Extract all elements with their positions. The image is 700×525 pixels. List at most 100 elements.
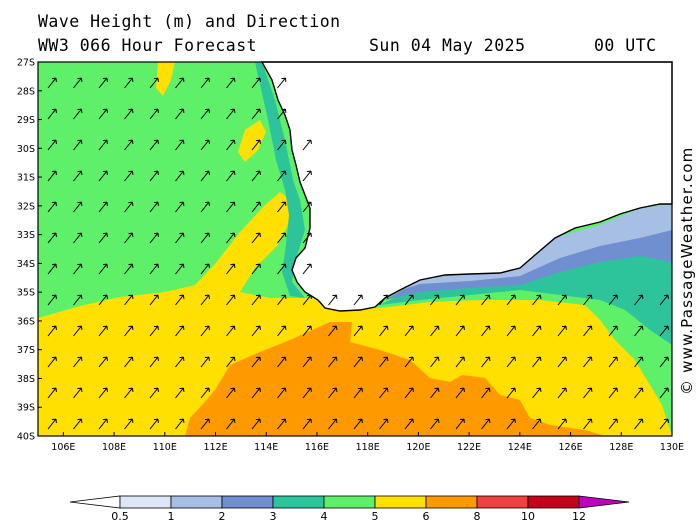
direction-arrow <box>251 387 261 399</box>
direction-arrow <box>226 263 235 275</box>
arrow-head <box>612 418 618 423</box>
arrow-head <box>153 139 159 144</box>
arrow-head <box>51 294 57 299</box>
direction-arrow <box>124 232 133 244</box>
legend-tick-label: 10 <box>521 510 535 523</box>
arrow-head <box>638 325 644 330</box>
arrow-head <box>204 201 210 206</box>
direction-arrow <box>481 387 490 399</box>
arrow-head <box>102 294 108 299</box>
arrow-head <box>383 418 389 423</box>
arrow-head <box>408 418 414 423</box>
arrow-head <box>255 77 261 82</box>
direction-arrow <box>98 263 108 275</box>
direction-arrow <box>149 418 159 430</box>
wave-height-legend: 0.5 1 2 3 4 5 6 8 10 12 <box>69 495 630 523</box>
direction-arrow <box>379 294 388 306</box>
direction-arrow <box>379 418 388 430</box>
arrow-head <box>306 201 312 206</box>
direction-arrow <box>47 77 57 89</box>
arrow-head <box>230 263 236 268</box>
direction-arrow <box>200 170 210 182</box>
legend-swatch <box>578 495 630 509</box>
arrow-head <box>459 325 465 330</box>
arrow-head <box>102 232 108 237</box>
arrow-head <box>51 356 57 361</box>
legend-tick-label: 4 <box>321 510 328 523</box>
arrow-head <box>179 170 185 175</box>
arrow-head <box>204 77 210 82</box>
direction-arrow <box>608 418 618 430</box>
arrow-head <box>638 418 644 423</box>
direction-arrow <box>455 418 465 430</box>
direction-arrow <box>608 356 618 368</box>
direction-arrow <box>175 108 184 120</box>
direction-arrow <box>251 325 261 337</box>
direction-arrow <box>302 325 312 337</box>
direction-arrow <box>251 77 261 89</box>
direction-arrow <box>430 325 439 337</box>
direction-arrow <box>379 325 388 337</box>
direction-arrow <box>277 263 286 275</box>
direction-arrow <box>251 263 261 275</box>
direction-arrow <box>200 325 210 337</box>
direction-arrow <box>659 387 669 399</box>
direction-arrow <box>200 263 210 275</box>
arrow-head <box>561 325 567 330</box>
arrow-head <box>128 418 134 423</box>
direction-arrow <box>481 294 490 306</box>
direction-arrow <box>608 387 618 399</box>
sea-band-1-2 <box>395 204 672 292</box>
arrow-head <box>434 387 440 392</box>
direction-arrow <box>226 232 235 244</box>
direction-arrow <box>98 418 108 430</box>
legend-tick-label: 3 <box>270 510 277 523</box>
arrow-head <box>485 387 491 392</box>
direction-arrow <box>532 294 541 306</box>
direction-arrow <box>47 201 57 213</box>
direction-arrow <box>200 356 210 368</box>
arrow-head <box>51 387 57 392</box>
arrow-head <box>510 418 516 423</box>
legend-swatch <box>323 495 376 509</box>
arrow-head <box>255 294 261 299</box>
sea-band-3-4 <box>255 62 305 298</box>
arrow-head <box>128 170 134 175</box>
arrow-head <box>663 325 669 330</box>
lat-label: 40S <box>17 432 35 443</box>
arrow-head <box>332 294 338 299</box>
direction-arrow <box>557 418 567 430</box>
direction-arrow <box>226 325 235 337</box>
arrow-head <box>179 356 185 361</box>
forecast-time: 00 UTC <box>594 36 657 55</box>
arrow-head <box>561 387 567 392</box>
direction-arrow <box>608 325 618 337</box>
legend-swatch <box>119 495 172 509</box>
lon-label: 130E <box>660 442 684 453</box>
direction-arrow <box>47 170 57 182</box>
direction-arrow <box>404 418 414 430</box>
direction-arrow <box>557 387 567 399</box>
arrow-head <box>357 356 363 361</box>
arrow-head <box>408 294 414 299</box>
arrow-head <box>102 201 108 206</box>
sea-band-3-4 <box>380 240 672 345</box>
arrow-head <box>383 294 389 299</box>
direction-arrow <box>455 294 465 306</box>
lon-label: 106E <box>51 442 75 453</box>
arrow-head <box>408 325 414 330</box>
direction-arrow <box>124 387 133 399</box>
direction-arrow <box>175 139 184 151</box>
direction-arrow <box>73 387 82 399</box>
arrow-head <box>51 139 57 144</box>
arrow-head <box>77 263 83 268</box>
direction-arrow <box>175 418 184 430</box>
direction-arrow <box>124 294 133 306</box>
arrow-head <box>153 387 159 392</box>
direction-arrow <box>481 356 490 368</box>
direction-arrow <box>302 232 312 244</box>
arrow-head <box>510 294 516 299</box>
direction-arrow <box>302 356 312 368</box>
direction-arrow <box>226 356 235 368</box>
arrow-head <box>179 232 185 237</box>
